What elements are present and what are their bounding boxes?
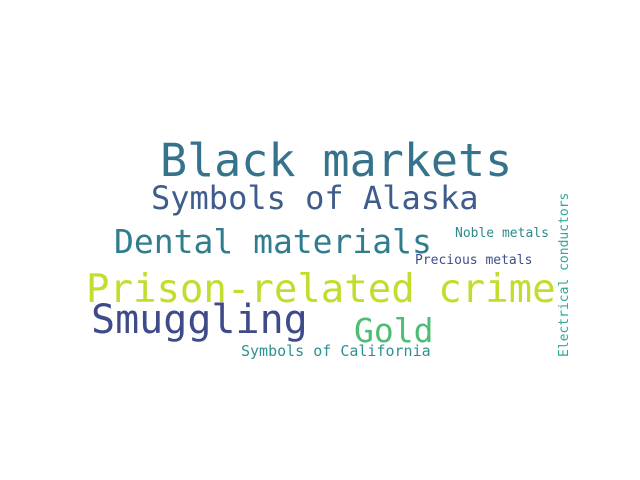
word-symbols-of-alaska: Symbols of Alaska [151, 179, 479, 217]
word-symbols-of-california: Symbols of California [241, 342, 431, 360]
word-prison-related-crime: Prison-related crime [86, 267, 556, 312]
word-smuggling: Smuggling [91, 297, 308, 343]
word-gold: Gold [354, 311, 434, 350]
word-black-markets: Black markets [160, 134, 513, 187]
word-electrical-conductors: Electrical conductors [557, 192, 572, 357]
word-noble-metals: Noble metals [455, 226, 549, 241]
word-precious-metals: Precious metals [415, 253, 533, 268]
word-dental-materials: Dental materials [114, 222, 432, 261]
